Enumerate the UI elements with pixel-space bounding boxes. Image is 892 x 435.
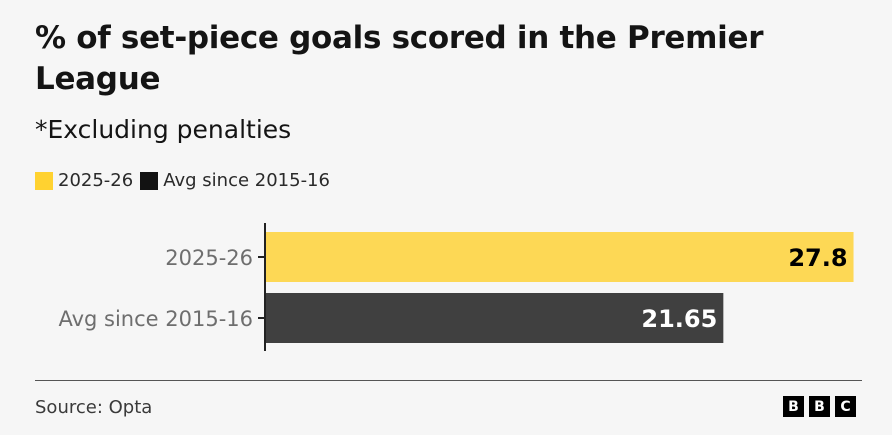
legend-swatch [35, 171, 53, 190]
source-note: Source: Opta [35, 397, 153, 418]
value-label: 21.65 [641, 305, 717, 333]
logo-letter: B [809, 396, 830, 417]
value-label: 27.8 [788, 244, 847, 272]
logo-letter: B [783, 396, 804, 417]
divider [35, 380, 862, 381]
logo-letter: C [835, 396, 856, 417]
legend: 2025-26 Avg since 2015-16 [35, 170, 337, 191]
legend-label: 2025-26 [58, 170, 134, 191]
chart-title: % of set-piece goals scored in the Premi… [35, 20, 764, 97]
category-label: Avg since 2015-16 [58, 307, 253, 331]
category-label: 2025-26 [165, 246, 253, 270]
bbc-logo: B B C [783, 396, 856, 417]
bar-chart: 2025-26 27.8 Avg since 2015-16 21.65 [58, 223, 854, 351]
legend-item-2025-26: 2025-26 [35, 170, 133, 191]
chart-subtitle: *Excluding penalties [35, 115, 292, 144]
legend-label: Avg since 2015-16 [163, 170, 330, 191]
legend-swatch [140, 171, 159, 190]
bar-1 [265, 232, 854, 282]
bar-2 [265, 293, 724, 343]
legend-item-average: Avg since 2015-16 [140, 170, 330, 191]
